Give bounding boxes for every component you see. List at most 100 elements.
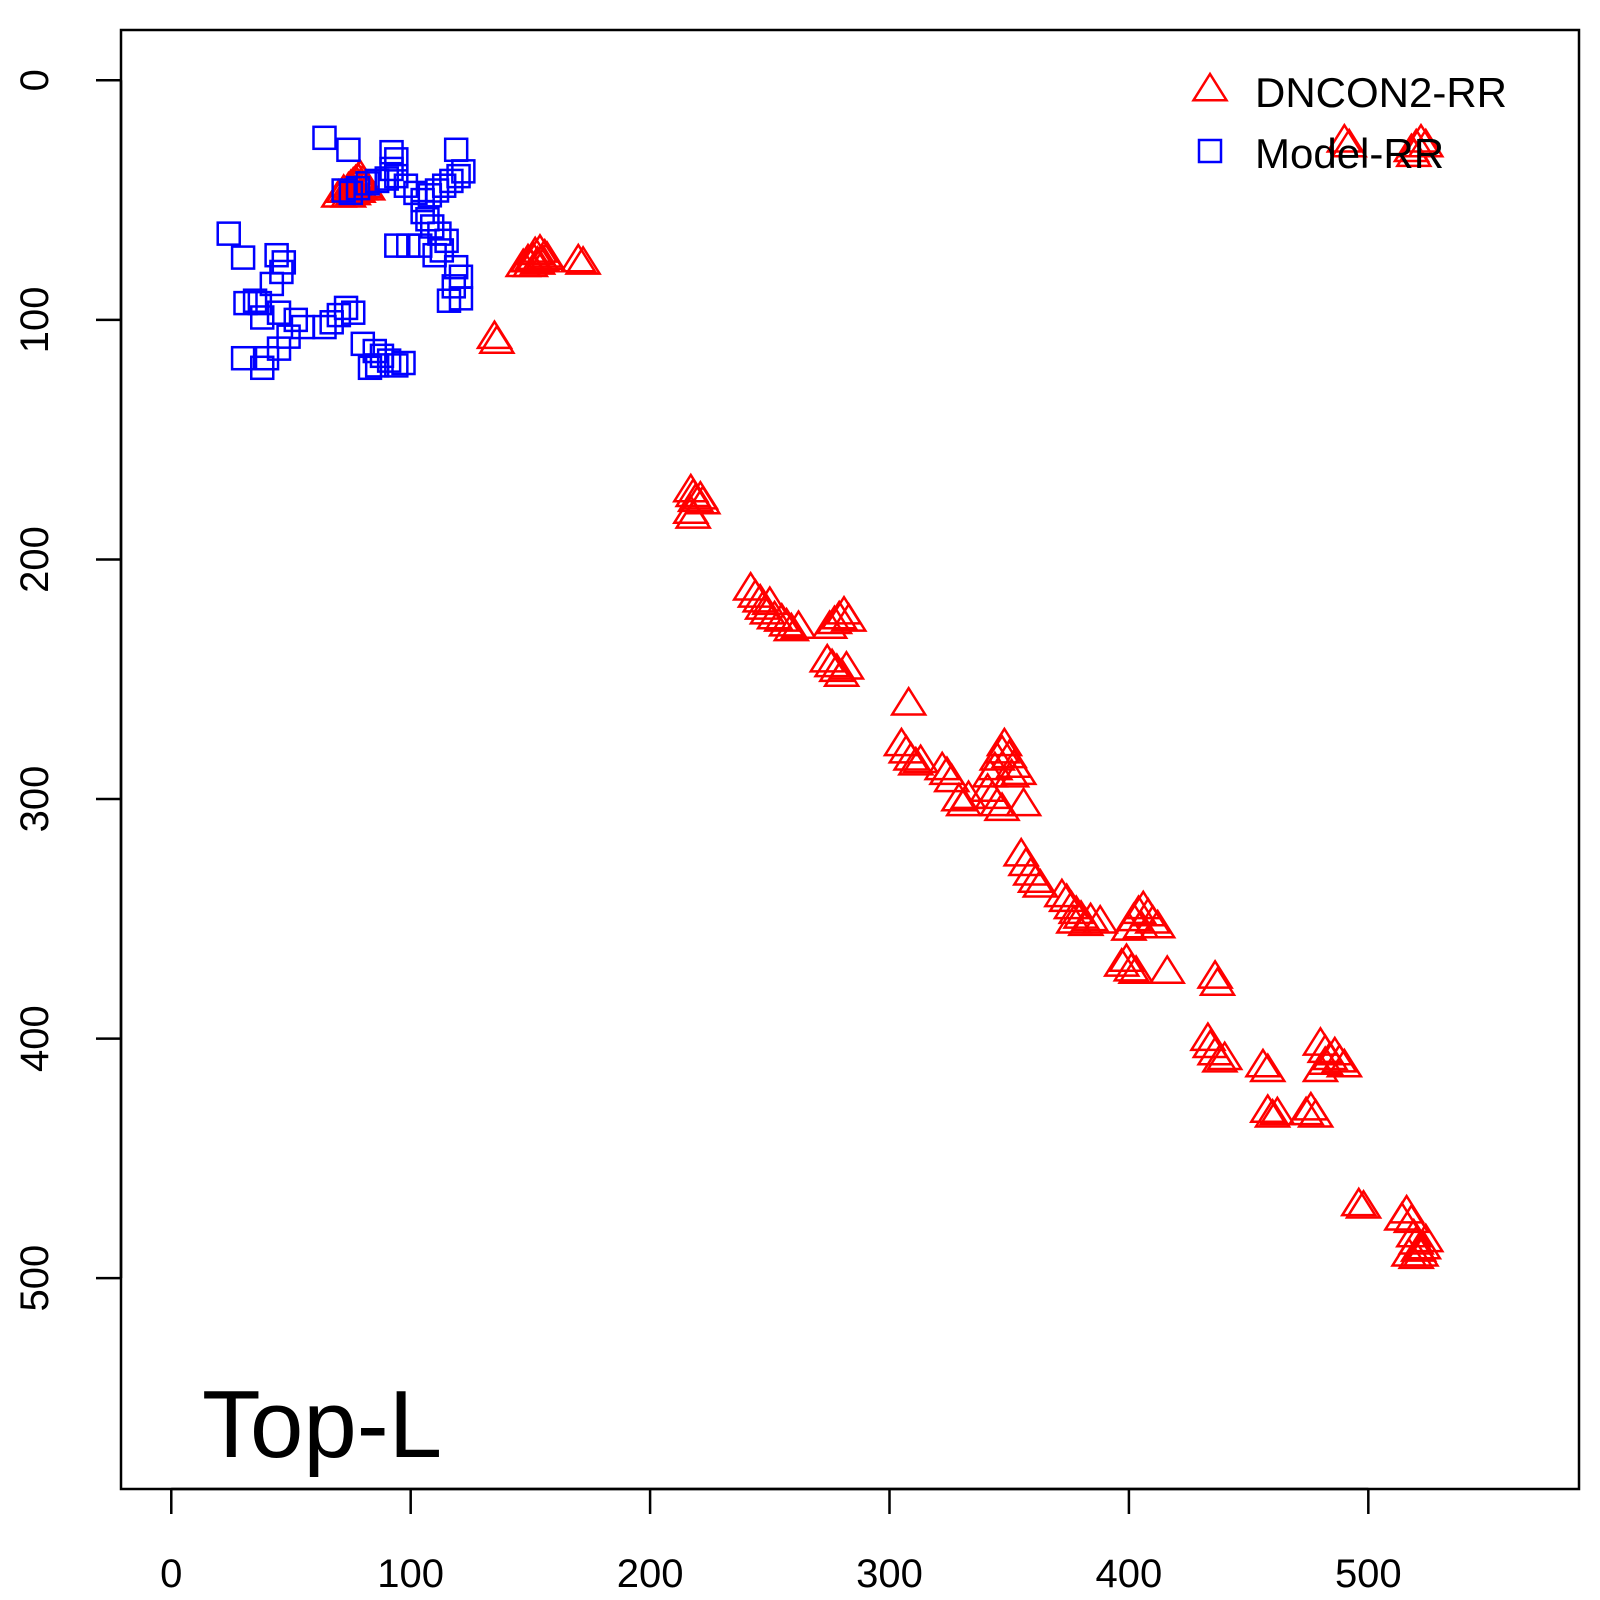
y-tick-label: 200	[13, 526, 57, 593]
point-model-rr	[290, 314, 316, 340]
point-dncon2-rr	[751, 585, 789, 616]
y-tick-label: 400	[13, 1005, 57, 1072]
point-model-rr	[410, 199, 435, 225]
point-model-rr	[336, 137, 361, 163]
point-dncon2-rr	[1117, 954, 1155, 985]
point-model-rr	[331, 178, 356, 203]
point-dncon2-rr	[827, 649, 866, 680]
point-dncon2-rr	[475, 319, 514, 350]
point-model-rr	[340, 300, 366, 325]
point-dncon2-rr	[978, 786, 1016, 817]
point-dncon2-rr	[1392, 1203, 1431, 1234]
point-dncon2-rr	[779, 609, 818, 640]
point-model-rr	[250, 305, 275, 330]
point-model-rr	[338, 180, 364, 206]
point-dncon2-rr	[949, 779, 988, 810]
point-model-rr	[230, 245, 256, 270]
point-model-rr	[364, 353, 390, 378]
point-model-rr	[250, 355, 275, 381]
legend-symbol-dncon2-rr	[1191, 71, 1229, 102]
point-model-rr	[391, 350, 416, 376]
point-dncon2-rr	[559, 242, 598, 273]
point-dncon2-rr	[772, 611, 811, 642]
point-model-rr	[233, 290, 258, 316]
point-dncon2-rr	[1287, 1095, 1325, 1126]
point-dncon2-rr	[1198, 966, 1237, 997]
point-dncon2-rr	[1397, 1239, 1435, 1270]
point-dncon2-rr	[528, 240, 566, 271]
point-model-rr	[446, 163, 471, 189]
point-model-rr	[429, 238, 455, 263]
point-dncon2-rr	[1112, 951, 1151, 982]
x-axis: 0 100 200 300 400 500	[160, 1487, 1402, 1596]
point-dncon2-rr	[892, 740, 930, 771]
point-dncon2-rr	[516, 235, 554, 266]
point-dncon2-rr	[511, 247, 550, 278]
point-dncon2-rr	[1249, 1093, 1287, 1123]
plot-frame	[119, 28, 1581, 1491]
point-model-rr	[230, 345, 256, 371]
point-model-rr	[264, 242, 289, 268]
point-model-rr	[393, 173, 419, 198]
point-dncon2-rr	[983, 733, 1021, 764]
point-dncon2-rr	[523, 242, 562, 273]
point-model-rr	[448, 264, 474, 290]
point-model-rr	[436, 288, 462, 313]
point-model-rr	[357, 355, 383, 381]
point-dncon2-rr	[1055, 903, 1093, 934]
x-tick-label: 100	[377, 1552, 444, 1596]
legend-label-dncon2-rr: DNCON2-RR	[1255, 69, 1507, 116]
legend: DNCON2-RR Model-RR	[1191, 69, 1507, 177]
point-dncon2-rr	[897, 745, 935, 776]
point-dncon2-rr	[1000, 755, 1038, 786]
x-tick-label: 400	[1096, 1552, 1163, 1596]
point-dncon2-rr	[932, 762, 971, 793]
point-dncon2-rr	[1196, 958, 1234, 989]
point-model-rr	[424, 178, 450, 203]
chart-annotation: Top-L	[202, 1371, 442, 1478]
point-model-rr	[384, 353, 409, 378]
point-dncon2-rr	[478, 324, 516, 354]
point-dncon2-rr	[985, 726, 1024, 757]
point-model-rr	[431, 173, 457, 198]
point-dncon2-rr	[1330, 127, 1368, 158]
point-dncon2-rr	[1201, 1042, 1239, 1073]
legend-symbol-model-rr	[1197, 138, 1223, 164]
point-model-rr	[345, 175, 371, 201]
point-dncon2-rr	[1071, 901, 1110, 932]
point-dncon2-rr	[1296, 1097, 1335, 1128]
point-model-rr	[355, 171, 380, 196]
point-model-rr	[333, 295, 359, 321]
point-model-rr	[283, 307, 309, 333]
point-model-rr	[451, 159, 476, 184]
y-axis: 0 100 200 300 400 500	[13, 69, 123, 1312]
y-tick-label: 300	[13, 766, 57, 833]
point-dncon2-rr	[889, 685, 928, 716]
point-model-rr	[443, 254, 469, 280]
point-dncon2-rr	[674, 498, 712, 529]
point-model-rr	[417, 183, 443, 208]
point-dncon2-rr	[564, 245, 602, 275]
point-dncon2-rr	[767, 606, 806, 637]
point-dncon2-rr	[1134, 903, 1172, 934]
point-model-rr	[254, 345, 280, 371]
legend-item-dncon2-rr: DNCON2-RR	[1191, 69, 1507, 116]
point-dncon2-rr	[1390, 1236, 1428, 1267]
point-model-rr	[384, 147, 409, 172]
point-dncon2-rr	[521, 233, 559, 263]
point-dncon2-rr	[684, 484, 722, 515]
data-points	[216, 122, 1445, 1270]
point-model-rr	[266, 300, 292, 325]
legend-label-model-rr: Model-RR	[1255, 130, 1444, 177]
point-dncon2-rr	[1395, 137, 1433, 168]
point-dncon2-rr	[1205, 1040, 1244, 1071]
point-dncon2-rr	[1344, 1188, 1383, 1219]
point-dncon2-rr	[1407, 1222, 1445, 1253]
point-dncon2-rr	[815, 604, 854, 635]
point-dncon2-rr	[676, 482, 715, 513]
point-dncon2-rr	[748, 594, 787, 625]
x-tick-label: 300	[856, 1552, 923, 1596]
point-model-rr	[247, 290, 273, 316]
point-model-rr	[216, 221, 241, 246]
